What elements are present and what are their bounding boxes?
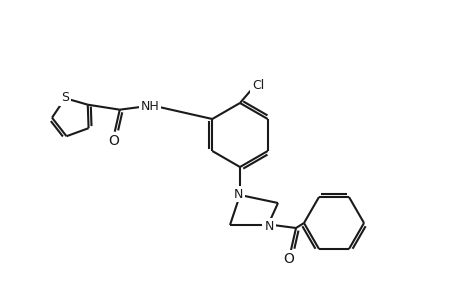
Text: N: N (264, 220, 273, 232)
Text: S: S (61, 91, 69, 104)
Text: Cl: Cl (252, 79, 263, 92)
Text: N: N (233, 188, 242, 200)
Text: NH: NH (140, 100, 159, 113)
Text: O: O (108, 134, 119, 148)
Text: O: O (283, 252, 294, 266)
